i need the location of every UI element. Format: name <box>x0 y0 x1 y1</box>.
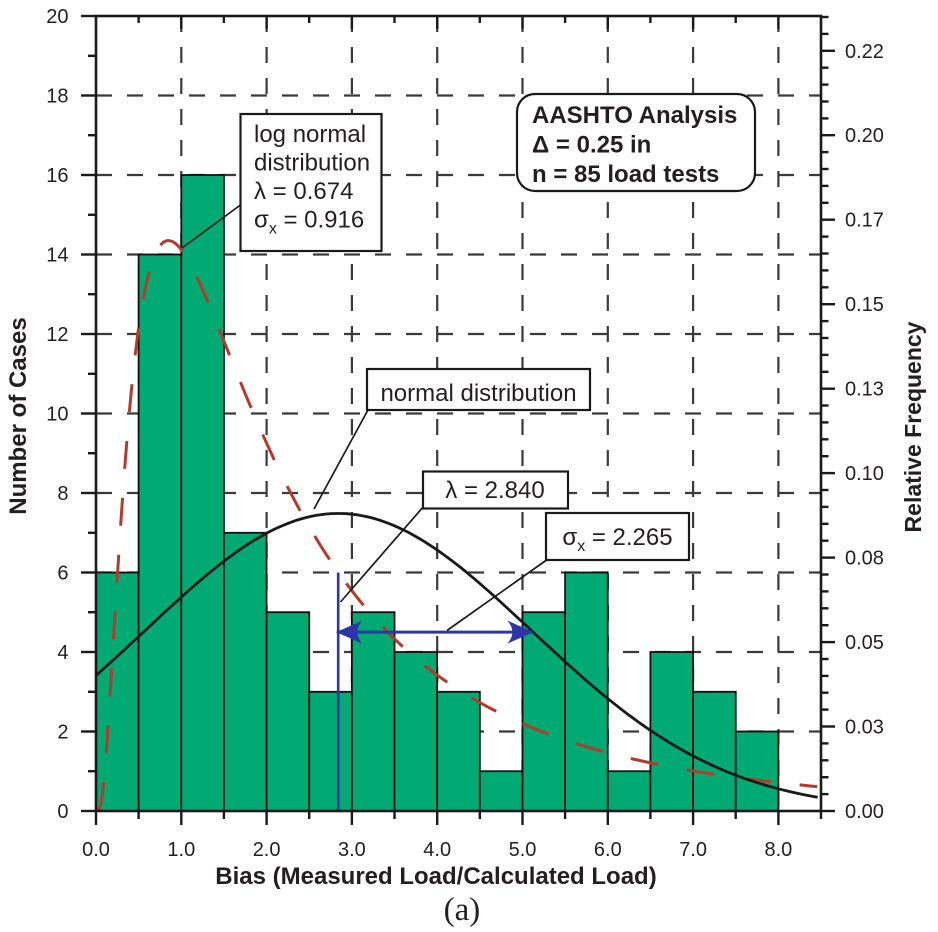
svg-text:Number of Cases: Number of Cases <box>5 317 32 514</box>
svg-text:5.0: 5.0 <box>509 839 537 861</box>
svg-text:0.15: 0.15 <box>845 294 884 316</box>
svg-text:1.0: 1.0 <box>167 839 195 861</box>
svg-text:0.13: 0.13 <box>845 379 884 401</box>
svg-text:16: 16 <box>46 165 68 187</box>
svg-text:0.17: 0.17 <box>845 210 884 232</box>
svg-text:2.0: 2.0 <box>253 839 281 861</box>
svg-text:n = 85 load tests: n = 85 load tests <box>532 161 719 188</box>
svg-text:0.20: 0.20 <box>845 125 884 147</box>
svg-text:14: 14 <box>46 245 68 267</box>
svg-text:6.0: 6.0 <box>594 839 622 861</box>
svg-text:0.0: 0.0 <box>82 839 110 861</box>
svg-text:7.0: 7.0 <box>679 839 707 861</box>
svg-text:0.22: 0.22 <box>845 41 884 63</box>
svg-text:Relative Frequency: Relative Frequency <box>900 321 926 532</box>
svg-text:18: 18 <box>46 86 68 108</box>
svg-text:(a): (a) <box>444 892 481 927</box>
svg-text:distribution: distribution <box>254 150 370 177</box>
svg-text:log normal: log normal <box>254 121 366 148</box>
svg-text:Bias (Measured Load/Calculated: Bias (Measured Load/Calculated Load) <box>215 863 656 890</box>
svg-text:λ = 0.674: λ = 0.674 <box>254 178 353 205</box>
svg-text:10: 10 <box>46 404 68 426</box>
svg-text:AASHTO Analysis: AASHTO Analysis <box>532 102 737 129</box>
svg-text:3.0: 3.0 <box>338 839 366 861</box>
svg-text:4.0: 4.0 <box>423 839 451 861</box>
svg-text:8.0: 8.0 <box>764 839 792 861</box>
svg-text:2: 2 <box>57 722 68 744</box>
svg-text:0.10: 0.10 <box>845 463 884 485</box>
svg-text:4: 4 <box>57 642 68 664</box>
svg-text:0.00: 0.00 <box>845 801 884 823</box>
svg-text:6: 6 <box>57 563 68 585</box>
svg-text:Δ = 0.25 in: Δ = 0.25 in <box>532 132 651 159</box>
svg-text:normal distribution: normal distribution <box>380 380 576 407</box>
svg-text:σx = 2.265: σx = 2.265 <box>562 524 672 555</box>
svg-text:12: 12 <box>46 324 68 346</box>
svg-text:8: 8 <box>57 483 68 505</box>
svg-text:0.08: 0.08 <box>845 548 884 570</box>
svg-text:0: 0 <box>57 801 68 823</box>
svg-text:λ = 2.840: λ = 2.840 <box>445 477 544 504</box>
svg-text:0.03: 0.03 <box>845 717 884 739</box>
svg-text:20: 20 <box>46 6 68 28</box>
svg-text:0.05: 0.05 <box>845 632 884 654</box>
